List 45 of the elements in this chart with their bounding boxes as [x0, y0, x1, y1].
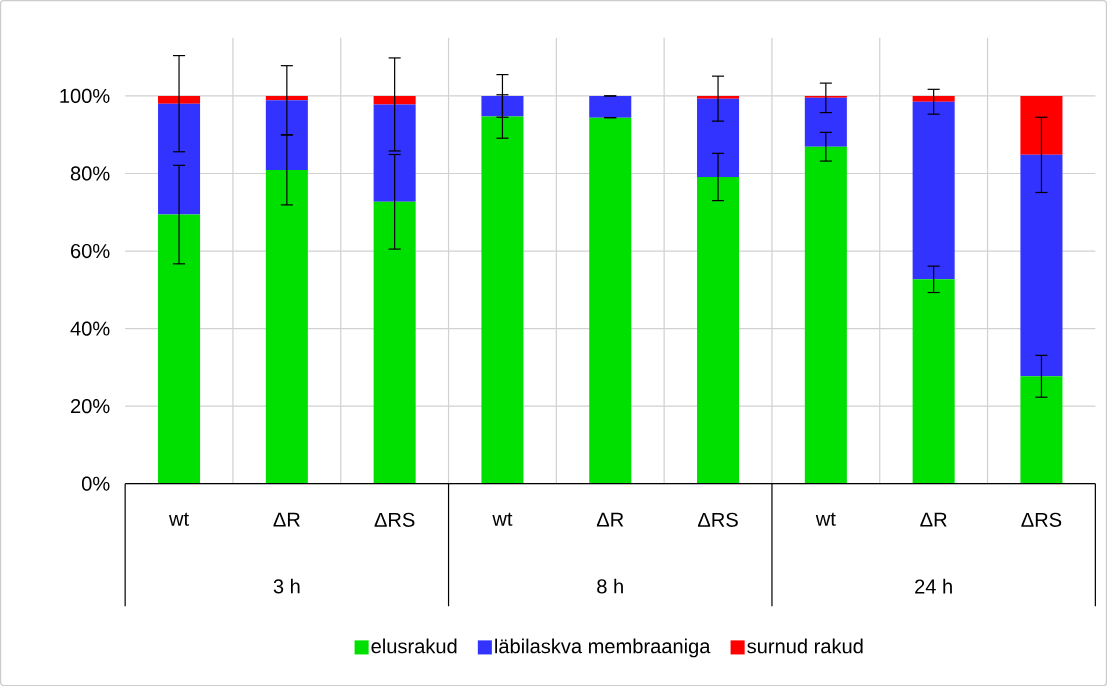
- x-tick-label: ΔR: [273, 512, 300, 527]
- x-tick-label: wt: [815, 512, 836, 526]
- bar: [481, 116, 524, 484]
- y-tick-label: 100%: [60, 88, 110, 103]
- bar: [373, 95, 416, 105]
- bar: [481, 95, 524, 117]
- y-tick-label: 20%: [71, 398, 110, 414]
- bar: [804, 146, 847, 484]
- bar: [1020, 95, 1063, 155]
- bar: [912, 101, 955, 280]
- x-tick-label: ΔR: [596, 512, 624, 527]
- bar: [265, 169, 308, 484]
- bar: [158, 103, 201, 215]
- bar: [373, 201, 416, 484]
- bar: [158, 214, 201, 484]
- text: 8 h: [597, 578, 623, 594]
- bar: [158, 95, 201, 104]
- x-tick-label: ΔRS: [697, 512, 738, 527]
- bar: [589, 95, 632, 118]
- bar: [265, 95, 308, 101]
- bar: [589, 117, 632, 484]
- x-tick-label: wt: [492, 512, 513, 526]
- bar: [373, 104, 416, 202]
- y-tick-label: 60%: [71, 243, 110, 259]
- y-tick-label: 40%: [70, 321, 110, 336]
- bar: [697, 98, 740, 177]
- legend-label: läbilaskva membraaniga: [495, 638, 711, 658]
- bar: [265, 100, 308, 170]
- bar: [1020, 376, 1063, 484]
- bar: [912, 279, 955, 484]
- bar: [1020, 154, 1063, 377]
- bar: [697, 176, 740, 484]
- y-tick-label: 80%: [70, 166, 110, 181]
- x-tick-label: ΔRS: [1021, 512, 1062, 527]
- text: 3 h: [273, 578, 300, 594]
- x-tick-label: ΔRS: [374, 512, 415, 527]
- y-tick-label: 0%: [81, 476, 110, 491]
- legend-label: surnud rakud: [747, 638, 863, 654]
- legend-label: elusrakud: [371, 638, 457, 654]
- x-tick-label: ΔR: [920, 512, 947, 527]
- bar: [697, 95, 740, 99]
- text: 24 h: [915, 578, 952, 594]
- bar: [912, 95, 955, 102]
- bar: [804, 97, 847, 147]
- x-tick-label: wt: [168, 512, 189, 526]
